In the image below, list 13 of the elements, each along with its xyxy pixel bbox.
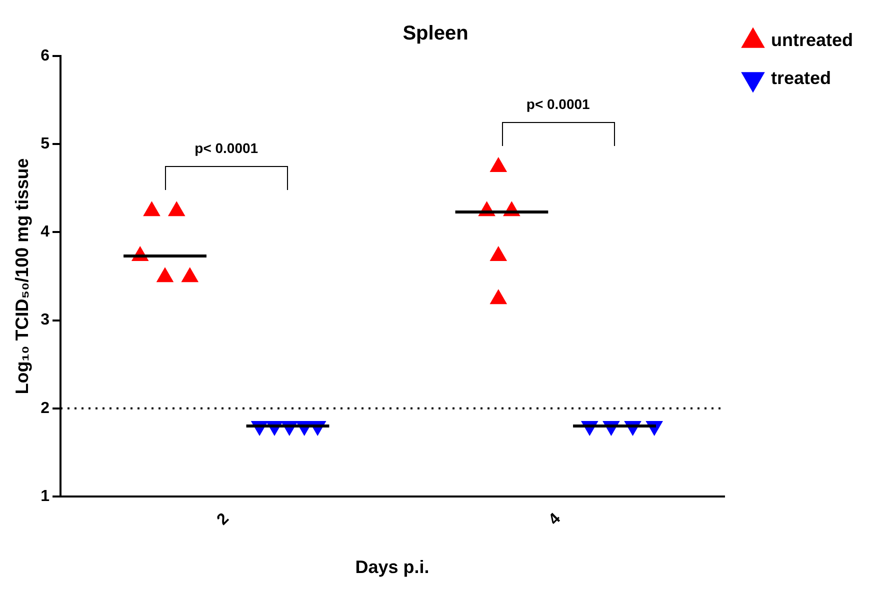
y-axis-title: Log₁₀ TCID₅₀/100 mg tissue [12, 158, 32, 394]
x-axis-title: Days p.i. [355, 557, 430, 578]
y-tick-label: 5 [40, 136, 50, 153]
legend-label: untreated [770, 30, 854, 50]
annotation: p< 0.0001 [194, 140, 258, 156]
annotation: p< 0.0001 [526, 96, 590, 112]
y-tick-label: 1 [40, 488, 50, 505]
y-tick-label: 3 [40, 312, 50, 329]
y-tick-label: 6 [40, 47, 50, 64]
chart-title: Spleen [402, 22, 468, 45]
legend-label: treated [770, 68, 832, 88]
y-tick-label: 4 [40, 224, 50, 241]
y-tick-label: 2 [40, 400, 50, 417]
